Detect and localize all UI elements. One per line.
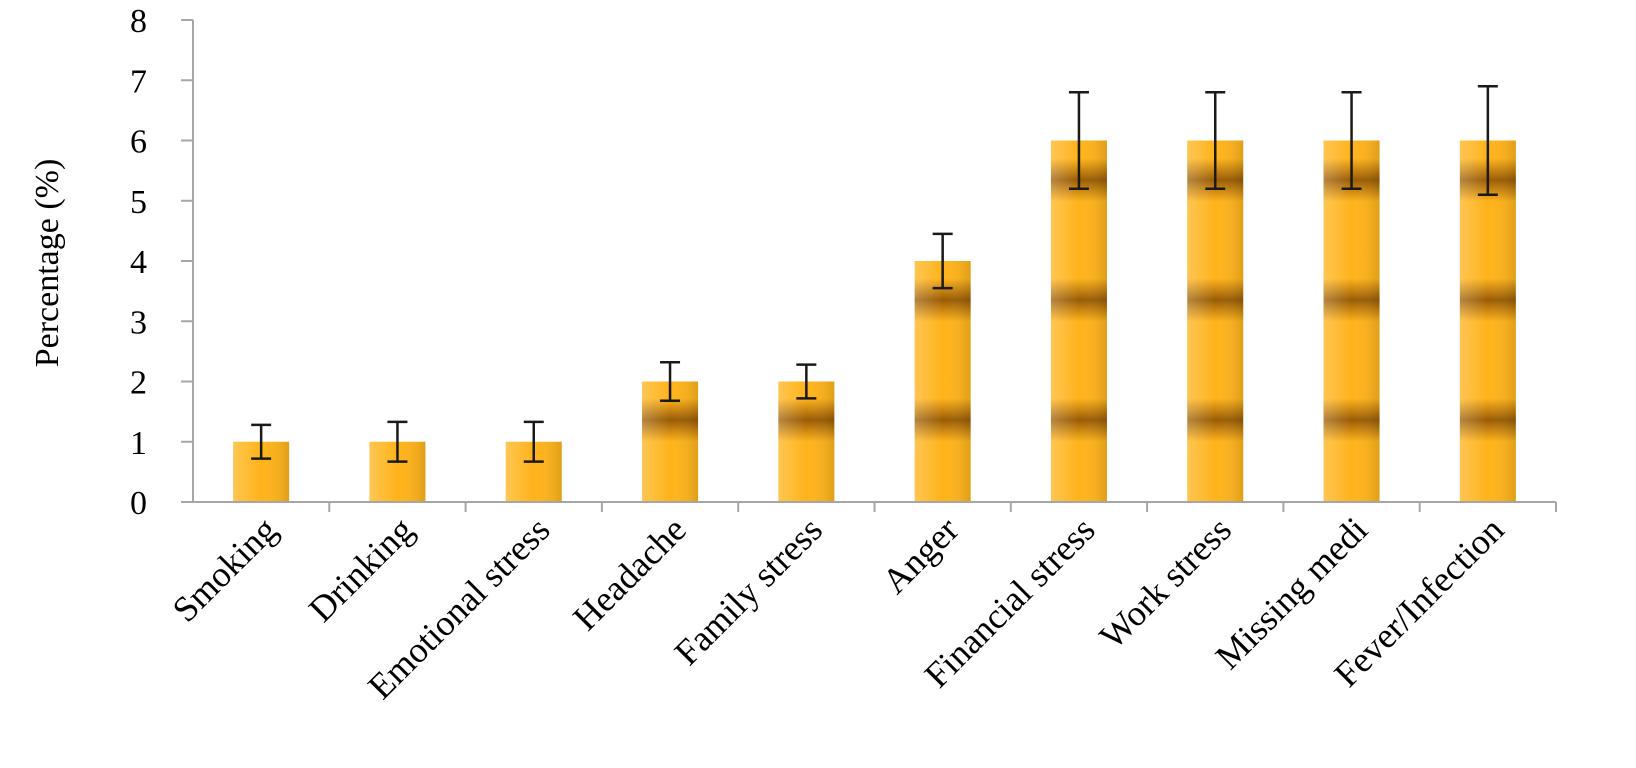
- bar-shading: [778, 381, 835, 502]
- y-tick-label: 8: [130, 3, 147, 40]
- y-tick-label: 6: [130, 124, 147, 161]
- bar-shading: [1323, 140, 1380, 502]
- bar-shading: [1187, 140, 1244, 502]
- x-tick-label: Drinking: [301, 509, 421, 629]
- y-tick-label: 3: [130, 304, 147, 341]
- y-tick-label: 2: [130, 365, 147, 402]
- x-tick-label: Anger: [874, 509, 966, 601]
- y-tick-label: 0: [130, 485, 147, 522]
- y-tick-label: 4: [130, 244, 147, 281]
- x-tick-label: Family stress: [667, 509, 830, 672]
- y-tick-label: 7: [130, 63, 147, 100]
- y-tick-label: 5: [130, 184, 147, 221]
- y-tick-label: 1: [130, 425, 147, 462]
- x-tick-label: Headache: [565, 509, 694, 638]
- y-axis-label: Percentage (%): [29, 159, 66, 368]
- bar-shading: [914, 261, 971, 502]
- x-tick-label: Smoking: [165, 509, 285, 629]
- bar-shading: [1050, 140, 1107, 502]
- x-tick-label: Work stress: [1092, 509, 1239, 656]
- bar-shading: [1459, 140, 1516, 502]
